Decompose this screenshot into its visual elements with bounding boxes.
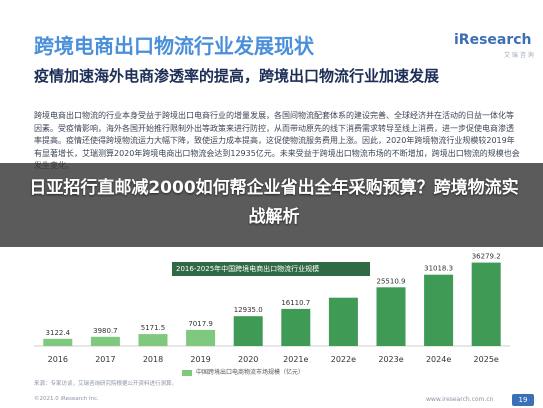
x-tick-labels-group: 2016 2017 2018 2019 2020 2021e 2022e 2023e 2024e… [48,355,499,364]
report-title: 跨境电商出口物流行业发展现状 [34,34,314,58]
logo-brand: iResearch [454,32,532,48]
value-label-2017: 3980.7 [93,327,118,335]
bar-2019 [186,329,216,346]
x-tick-2020: 2020 [238,355,258,364]
bar-2017 [90,336,120,346]
iresearch-logo: iResearch 艾 瑞 咨 询 [444,30,534,60]
chart-title: 2016-2025年中国跨境电商出口物流行业规模 [172,262,370,276]
copyright: ©2021.0 iResearch Inc. [34,396,99,402]
chart-legend: 中国跨境出口电商物流市场规模（亿元） [182,367,304,376]
bar-2020 [233,316,263,346]
legend-swatch [182,369,192,376]
value-label-2016: 3122.4 [46,329,71,337]
banner-text: 日亚招行直邮减2000如何帮企业省出全年采购预算？跨境物流实战解析 [29,178,519,227]
footer-url: www.iresearch.com.cn [426,396,494,403]
bar-2025e [471,262,501,346]
legend-label: 中国跨境出口电商物流市场规模（亿元） [196,369,305,376]
value-label-2018: 5171.5 [141,324,166,332]
bar-2021e [281,308,311,346]
logo-subtitle: 艾 瑞 咨 询 [504,52,534,59]
value-label-2025e: 36279.2 [472,253,501,261]
overlay-banner [0,163,543,247]
value-label-2023e: 25510.9 [377,277,406,285]
bar-2018 [138,334,168,346]
value-label-2021e: 16110.7 [281,299,310,307]
page-number: 19 [512,394,534,406]
section-heading: 疫情加速海外电商渗透率的提高，跨境出口物流行业加速发展 [34,67,440,85]
bar-2024e [424,274,454,346]
x-tick-2025e: 2025e [474,355,499,364]
bar-2022e [328,297,358,346]
value-labels-group: 3122.4 3980.7 5171.5 7017.9 12935.0 16110.7 25… [46,253,501,337]
value-label-2019: 7017.9 [188,320,213,328]
x-tick-2021e: 2021e [283,355,308,364]
x-tick-2016: 2016 [48,355,68,364]
x-tick-2017: 2017 [95,355,115,364]
x-tick-2018: 2018 [143,355,163,364]
x-tick-2023e: 2023e [378,355,403,364]
bar-2023e [376,287,406,346]
bars-group [43,262,501,346]
x-tick-2024e: 2024e [426,355,451,364]
value-label-2020: 12935.0 [234,306,263,314]
x-tick-2019: 2019 [190,355,210,364]
bar-2016 [43,338,73,346]
x-tick-2022e: 2022e [331,355,356,364]
source-note: 来源：专家访谈，艾瑞咨询研究院根据公开资料进行测算。 [34,381,178,387]
value-label-2024e: 31018.3 [424,265,453,273]
